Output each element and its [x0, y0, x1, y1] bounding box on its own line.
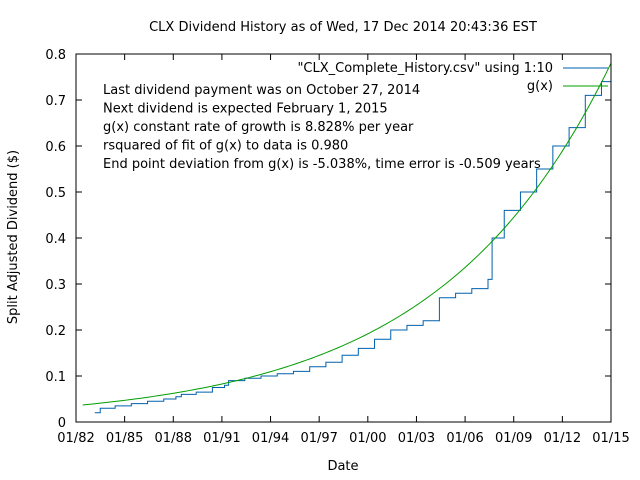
x-tick-label: 01/09 [495, 431, 532, 446]
plot-border [75, 53, 612, 423]
legend-label-steps: "CLX_Complete_History.csv" using 1:10 [297, 61, 553, 76]
x-tick-label: 01/03 [398, 431, 435, 446]
annotation-line: rsquared of fit of g(x) to data is 0.980 [103, 139, 348, 154]
annotations: Last dividend payment was on October 27,… [103, 83, 541, 172]
y-tick-label: 0.5 [45, 186, 66, 201]
annotation-line: Next dividend is expected February 1, 20… [103, 102, 388, 117]
y-axis-label: Split Adjusted Dividend ($) [6, 150, 21, 324]
series-gx-curve [82, 62, 612, 406]
x-tick-label: 01/12 [544, 431, 581, 446]
annotation-line: End point deviation from g(x) is -5.038%… [103, 157, 541, 172]
legend-label-gx: g(x) [527, 79, 553, 94]
y-tick-label: 0.6 [45, 140, 66, 155]
annotation-line: g(x) constant rate of growth is 8.828% p… [103, 120, 414, 135]
series-dividend-steps [94, 81, 611, 414]
y-tick-label: 0.3 [45, 278, 66, 293]
x-tick-label: 01/91 [203, 431, 240, 446]
chart-title: CLX Dividend History as of Wed, 17 Dec 2… [149, 20, 537, 35]
x-tick-label: 01/00 [349, 431, 386, 446]
data-series [82, 62, 612, 414]
x-tick-label: 01/94 [252, 431, 289, 446]
y-tick-label: 0.8 [45, 48, 66, 63]
x-tick-label: 01/82 [57, 431, 94, 446]
x-tick-label: 01/06 [446, 431, 483, 446]
y-tick-label: 0.2 [45, 324, 66, 339]
x-axis-label: Date [327, 459, 358, 474]
x-tick-label: 01/88 [155, 431, 192, 446]
x-tick-label: 01/97 [300, 431, 337, 446]
y-tick-label: 0.7 [45, 94, 66, 109]
annotation-line: Last dividend payment was on October 27,… [103, 83, 420, 98]
axis-ticks: 01/82 01/85 01/88 01/91 01/94 01/97 01/00 01/03… [45, 48, 629, 446]
x-tick-label: 01/85 [106, 431, 143, 446]
x-tick-label: 01/15 [592, 431, 629, 446]
y-tick-label: 0.4 [45, 232, 66, 247]
legend: "CLX_Complete_History.csv" using 1:10 g(… [297, 61, 608, 94]
y-tick-label: 0 [58, 416, 66, 431]
y-tick-label: 0.1 [45, 370, 66, 385]
